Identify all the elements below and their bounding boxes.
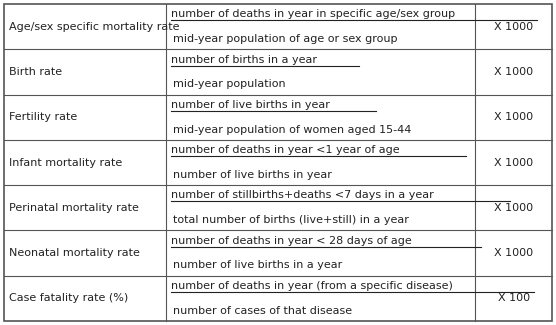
Text: X 1000: X 1000 <box>494 248 533 258</box>
Text: number of cases of that disease: number of cases of that disease <box>173 306 352 316</box>
Text: number of births in a year: number of births in a year <box>171 55 317 65</box>
Text: Perinatal mortality rate: Perinatal mortality rate <box>9 203 139 213</box>
Text: number of deaths in year <1 year of age: number of deaths in year <1 year of age <box>171 145 399 155</box>
Text: total number of births (live+still) in a year: total number of births (live+still) in a… <box>173 215 409 225</box>
Text: number of live births in year: number of live births in year <box>171 100 330 110</box>
Text: Birth rate: Birth rate <box>9 67 62 77</box>
Text: number of deaths in year in specific age/sex group: number of deaths in year in specific age… <box>171 9 455 19</box>
Text: number of live births in a year: number of live births in a year <box>173 260 342 270</box>
Text: X 1000: X 1000 <box>494 158 533 167</box>
Text: X 1000: X 1000 <box>494 112 533 122</box>
Text: X 1000: X 1000 <box>494 22 533 32</box>
Text: X 100: X 100 <box>498 293 530 303</box>
Text: number of deaths in year < 28 days of age: number of deaths in year < 28 days of ag… <box>171 236 411 246</box>
Text: mid-year population of women aged 15-44: mid-year population of women aged 15-44 <box>173 124 411 135</box>
Text: Fertility rate: Fertility rate <box>9 112 77 122</box>
Text: mid-year population: mid-year population <box>173 79 285 89</box>
Text: X 1000: X 1000 <box>494 203 533 213</box>
Text: Age/sex specific mortality rate: Age/sex specific mortality rate <box>9 22 180 32</box>
Text: number of deaths in year (from a specific disease): number of deaths in year (from a specifi… <box>171 281 453 291</box>
Text: number of live births in year: number of live births in year <box>173 170 331 180</box>
Text: number of stillbirths+deaths <7 days in a year: number of stillbirths+deaths <7 days in … <box>171 190 434 201</box>
Text: mid-year population of age or sex group: mid-year population of age or sex group <box>173 34 397 44</box>
Text: Neonatal mortality rate: Neonatal mortality rate <box>9 248 140 258</box>
Text: Infant mortality rate: Infant mortality rate <box>9 158 122 167</box>
Text: X 1000: X 1000 <box>494 67 533 77</box>
Text: Case fatality rate (%): Case fatality rate (%) <box>9 293 128 303</box>
